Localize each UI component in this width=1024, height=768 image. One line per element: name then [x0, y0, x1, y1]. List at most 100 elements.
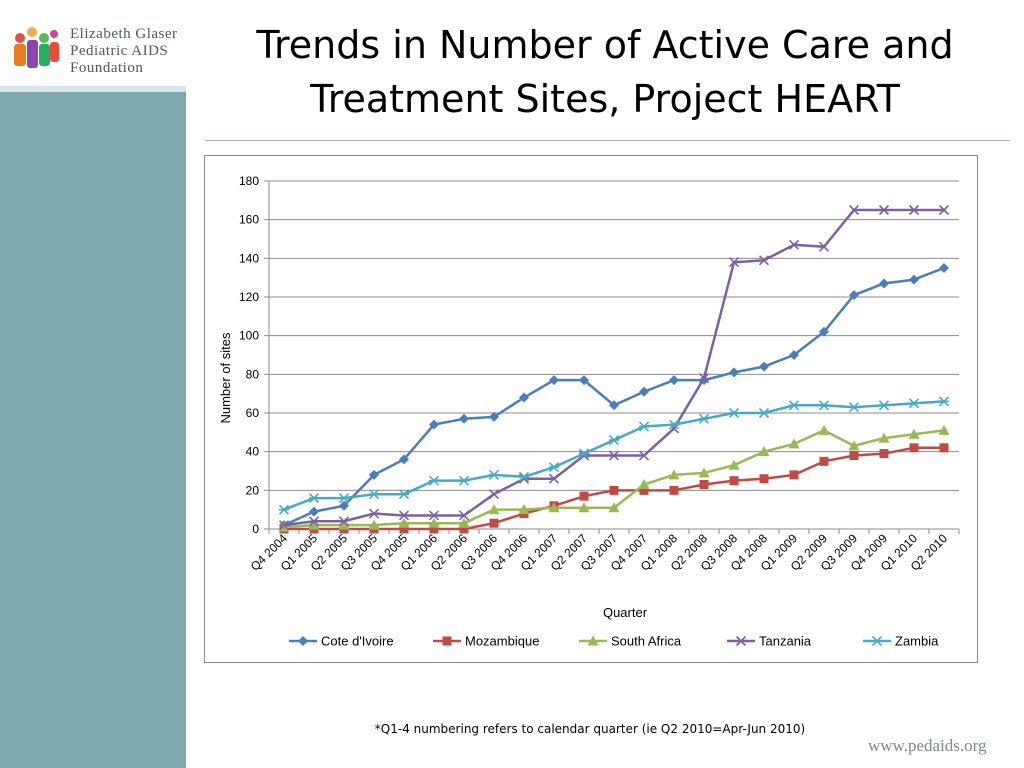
data-point-4-10 [578, 448, 590, 459]
data-point-4-7 [488, 469, 500, 480]
data-point-3-20 [878, 204, 890, 216]
data-point-2-19 [848, 440, 860, 451]
data-point-4-4 [398, 489, 410, 500]
legend-marker-0 [298, 636, 308, 646]
data-point-2-8 [518, 504, 530, 515]
data-point-2-17 [788, 438, 800, 449]
legend-marker-4 [871, 635, 883, 647]
data-point-4-17 [788, 400, 800, 411]
data-point-0-6 [459, 413, 469, 424]
legend-label-3: Tanzania [759, 634, 812, 649]
data-point-1-15 [729, 476, 739, 486]
data-point-3-9 [548, 473, 560, 484]
data-point-4-0 [278, 504, 290, 515]
data-point-2-12 [638, 479, 650, 490]
series-3 [278, 204, 950, 531]
series-line-2 [283, 429, 945, 529]
data-point-2-18 [818, 424, 830, 435]
legend-label-4: Zambia [895, 634, 939, 649]
data-point-1-17 [789, 470, 799, 480]
y-tick-label-6: 120 [239, 290, 259, 304]
data-point-4-18 [818, 400, 830, 411]
data-point-2-15 [728, 459, 740, 470]
y-tick-label-3: 60 [246, 406, 260, 420]
chart-series [278, 204, 950, 534]
data-point-4-3 [368, 489, 380, 500]
series-2 [278, 424, 950, 532]
y-axis-label: Number of sites [218, 332, 233, 424]
data-point-4-15 [728, 407, 740, 419]
data-point-3-15 [728, 257, 740, 268]
data-point-0-4 [399, 454, 409, 465]
data-point-1-20 [879, 449, 889, 459]
legend-marker-3 [735, 635, 747, 647]
series-0 [279, 263, 949, 531]
data-point-1-12 [639, 485, 649, 495]
data-point-3-14 [698, 373, 710, 384]
data-point-2-3 [368, 519, 380, 530]
data-point-2-22 [938, 424, 950, 435]
data-point-2-10 [578, 502, 590, 513]
data-point-3-1 [308, 516, 320, 527]
data-point-1-22 [939, 443, 949, 453]
website-url: www.pedaids.org [868, 736, 987, 755]
legend-marker-2 [587, 635, 599, 646]
legend-item-0: Cote d'Ivoire [289, 634, 394, 649]
data-point-4-21 [908, 398, 920, 409]
data-point-2-21 [908, 428, 920, 439]
data-point-3-5 [428, 510, 440, 521]
page-title: Trends in Number of Active Care and Trea… [200, 18, 1010, 126]
data-point-1-6 [459, 524, 469, 534]
data-point-4-12 [638, 421, 650, 432]
data-point-3-12 [638, 450, 650, 461]
data-point-0-9 [549, 375, 559, 386]
data-point-1-10 [579, 491, 589, 501]
foundation-logo: Elizabeth Glaser Pediatric AIDS Foundati… [8, 20, 188, 80]
data-point-4-16 [758, 407, 770, 419]
series-4 [278, 396, 950, 515]
data-point-4-6 [458, 475, 470, 486]
y-tick-label-4: 80 [246, 367, 260, 381]
data-point-3-0 [278, 520, 290, 531]
page-title-line-2: Treatment Sites, Project HEART [310, 77, 900, 121]
logo-line-3: Foundation [70, 60, 144, 76]
data-point-1-11 [609, 485, 619, 495]
legend-item-4: Zambia [863, 634, 939, 649]
data-point-0-20 [879, 278, 889, 289]
data-point-3-18 [818, 241, 830, 252]
data-point-2-4 [398, 517, 410, 528]
data-point-2-5 [428, 517, 440, 528]
data-point-0-11 [609, 400, 619, 411]
data-point-0-13 [669, 375, 679, 386]
sidebar-accent-strip [0, 86, 186, 92]
data-point-3-2 [338, 516, 350, 527]
logo-wordmark: Elizabeth Glaser Pediatric AIDS Foundati… [70, 26, 178, 77]
legend-item-3: Tanzania [727, 634, 812, 649]
data-point-2-14 [698, 467, 710, 478]
data-point-0-12 [639, 386, 649, 397]
data-point-3-21 [908, 204, 920, 216]
data-point-4-19 [848, 402, 860, 413]
data-point-3-6 [458, 510, 470, 521]
data-point-4-1 [308, 493, 320, 504]
data-point-1-14 [699, 480, 709, 490]
chart-gridlines [269, 180, 959, 491]
data-point-0-8 [519, 392, 529, 403]
data-point-1-18 [819, 456, 829, 466]
logo-line-2: Pediatric AIDS [70, 43, 169, 59]
data-point-1-4 [399, 524, 409, 534]
y-tick-label-9: 180 [239, 174, 259, 188]
data-point-4-20 [878, 400, 890, 411]
data-point-2-0 [278, 521, 290, 532]
data-point-2-13 [668, 469, 680, 480]
data-point-3-19 [848, 204, 860, 216]
data-point-2-11 [608, 502, 620, 513]
data-point-4-8 [518, 471, 530, 482]
chart-legend: Cote d'Ivoire Mozambique South Africa Tanza… [289, 634, 939, 649]
y-tick-label-0: 0 [252, 522, 259, 536]
y-tick-label-7: 140 [239, 251, 259, 265]
data-point-2-2 [338, 519, 350, 530]
chart-container: 0 20 40 60 80 100 120 140 160 180 Q4 2004 Q1 2005 Q… [204, 155, 978, 663]
legend-marker-1 [442, 636, 452, 646]
